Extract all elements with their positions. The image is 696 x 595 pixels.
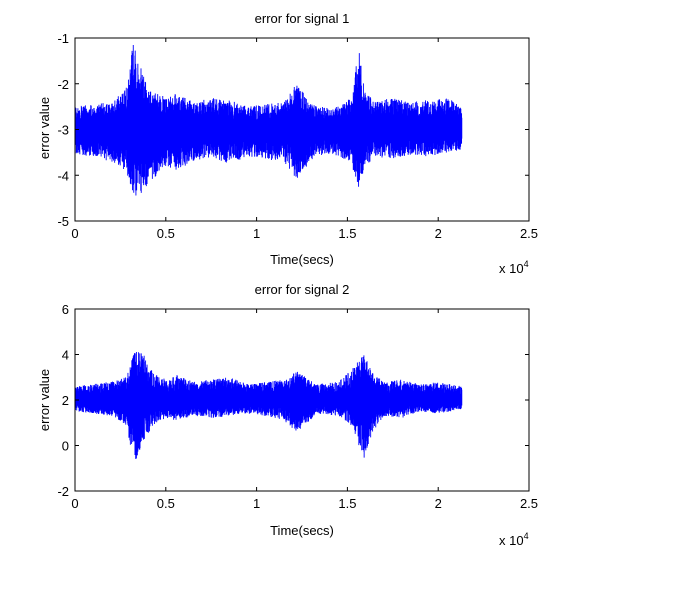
x-axis-exponent: x 104 [499, 531, 529, 548]
x-tick-label: 0.5 [157, 226, 175, 241]
x-axis-label: Time(secs) [270, 252, 334, 267]
x-tick-label: 2.5 [520, 226, 538, 241]
x-axis-exponent: x 104 [499, 259, 529, 276]
y-tick-label: -5 [57, 214, 69, 229]
x-tick-label: 0 [71, 496, 78, 511]
x-axis-label: Time(secs) [270, 523, 334, 538]
x-tick-label: 1 [253, 226, 260, 241]
chart-title: error for signal 2 [255, 282, 350, 297]
x-tick-label: 0 [71, 226, 78, 241]
y-tick-label: -1 [57, 31, 69, 46]
y-tick-label: 4 [62, 348, 69, 363]
series-line-0 [74, 45, 463, 196]
series-line-0 [74, 352, 463, 459]
x-tick-label: 1.5 [338, 226, 356, 241]
y-tick-label: -4 [57, 168, 69, 183]
y-tick-label: -2 [57, 77, 69, 92]
x-tick-label: 2 [435, 496, 442, 511]
y-tick-label: 2 [62, 393, 69, 408]
x-exponent-power: 4 [524, 531, 529, 541]
y-tick-label: -3 [57, 123, 69, 138]
chart-signal-1: error for signal 1 error value Time(secs… [37, 11, 538, 276]
y-tick-label: -2 [57, 484, 69, 499]
x-exponent-base: x 10 [499, 533, 524, 548]
x-exponent-power: 4 [524, 259, 529, 269]
y-tick-label: 0 [62, 439, 69, 454]
x-tick-label: 0.5 [157, 496, 175, 511]
chart-signal-2: error for signal 2 error value Time(secs… [37, 282, 538, 548]
chart-title: error for signal 1 [255, 11, 350, 26]
y-tick-label: 6 [62, 302, 69, 317]
x-tick-label: 1 [253, 496, 260, 511]
x-tick-label: 1.5 [338, 496, 356, 511]
x-exponent-base: x 10 [499, 261, 524, 276]
y-axis-label: error value [37, 97, 52, 159]
x-tick-label: 2 [435, 226, 442, 241]
y-axis-label: error value [37, 369, 52, 431]
x-tick-label: 2.5 [520, 496, 538, 511]
